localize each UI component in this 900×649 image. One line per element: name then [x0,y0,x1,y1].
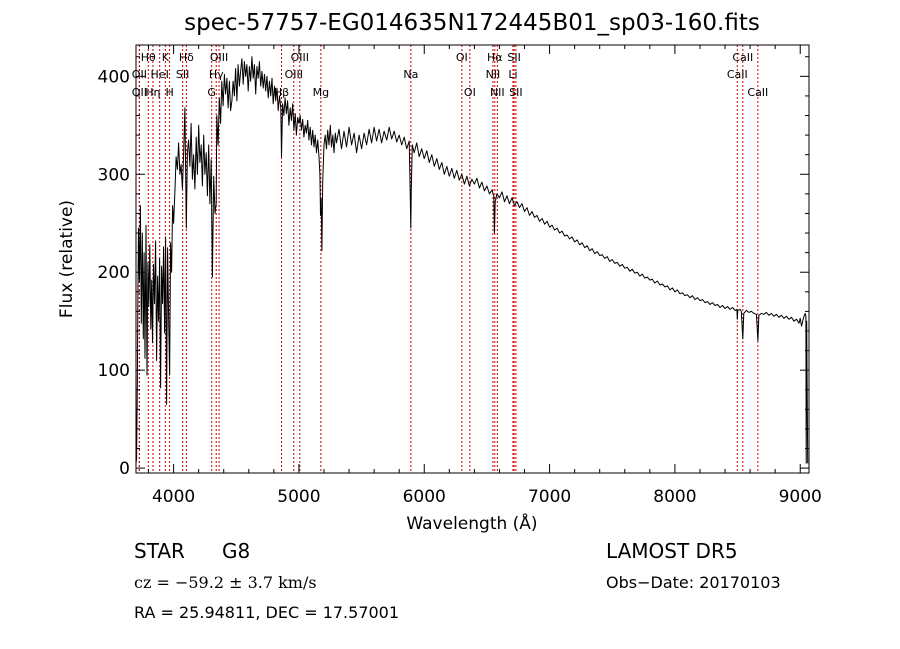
spectrum-line [135,56,809,464]
x-tick-label: 8000 [653,487,696,507]
line-marker-label: OIII [291,51,309,64]
line-markers [138,45,759,473]
y-axis-label: Flux (relative) [57,200,77,318]
line-marker-label: NII [490,86,505,99]
line-marker-labels: Hδ K OIII OIII OI Hα SII CaII Hθ OII HeI SII Hγ OIII N… [132,51,769,99]
line-marker-label: NII [486,68,501,81]
line-marker-label: OI [464,86,476,99]
line-marker-label: OIII [285,68,303,81]
line-marker-label: OIII [210,51,228,64]
y-tick-label: 0 [119,459,130,479]
x-tick-label: 4000 [152,487,195,507]
line-marker-label: SII [509,86,522,99]
object-subclass: G8 [222,539,250,563]
observation-date: Obs−Date: 20170103 [606,573,781,592]
object-class: STAR [134,539,185,563]
x-tick-label: 9000 [779,487,822,507]
line-marker-label: SII [176,68,189,81]
survey-name: LAMOST DR5 [606,539,738,563]
line-marker-label: CaII [727,68,748,81]
line-marker-label: G [207,86,216,99]
line-marker-label: CaII [747,86,768,99]
chart-title: spec-57757-EG014635N172445B01_sp03-160.f… [184,10,760,36]
x-tick-label: 7000 [528,487,571,507]
line-marker-label: H [165,86,173,99]
plot-frame [135,44,810,474]
x-axis: 4000 5000 6000 7000 8000 9000 [148,45,822,507]
x-tick-label: 5000 [277,487,320,507]
coordinates: RA = 25.94811, DEC = 17.57001 [134,603,399,622]
y-tick-label: 100 [98,361,130,381]
y-tick-label: 300 [98,165,130,185]
y-tick-label: 400 [98,67,130,87]
line-marker-label: Hα [487,51,503,64]
x-tick-label: 6000 [403,487,446,507]
line-marker-label: OII [132,68,147,81]
spectrum-series [135,56,809,464]
line-marker-label: Hδ [179,51,194,64]
line-marker-label: Hη [145,86,160,99]
line-marker-label: HeI [151,68,169,81]
line-marker-label: CaII [732,51,753,64]
line-marker-label: SII [507,51,520,64]
line-marker-label: Hθ [141,51,156,64]
y-tick-label: 200 [98,263,130,283]
y-axis: 0 100 200 300 400 [98,56,809,479]
line-marker-label: K [162,51,170,64]
line-marker-label: OI [456,51,468,64]
line-marker-label: Mg [313,86,329,99]
x-axis-label: Wavelength (Å) [406,512,537,534]
line-marker-label: Hγ [209,68,224,81]
line-marker-label: Li [508,68,517,81]
redshift-velocity: cz = −59.2 ± 3.7 km/s [134,573,317,592]
line-marker-label: Na [403,68,418,81]
